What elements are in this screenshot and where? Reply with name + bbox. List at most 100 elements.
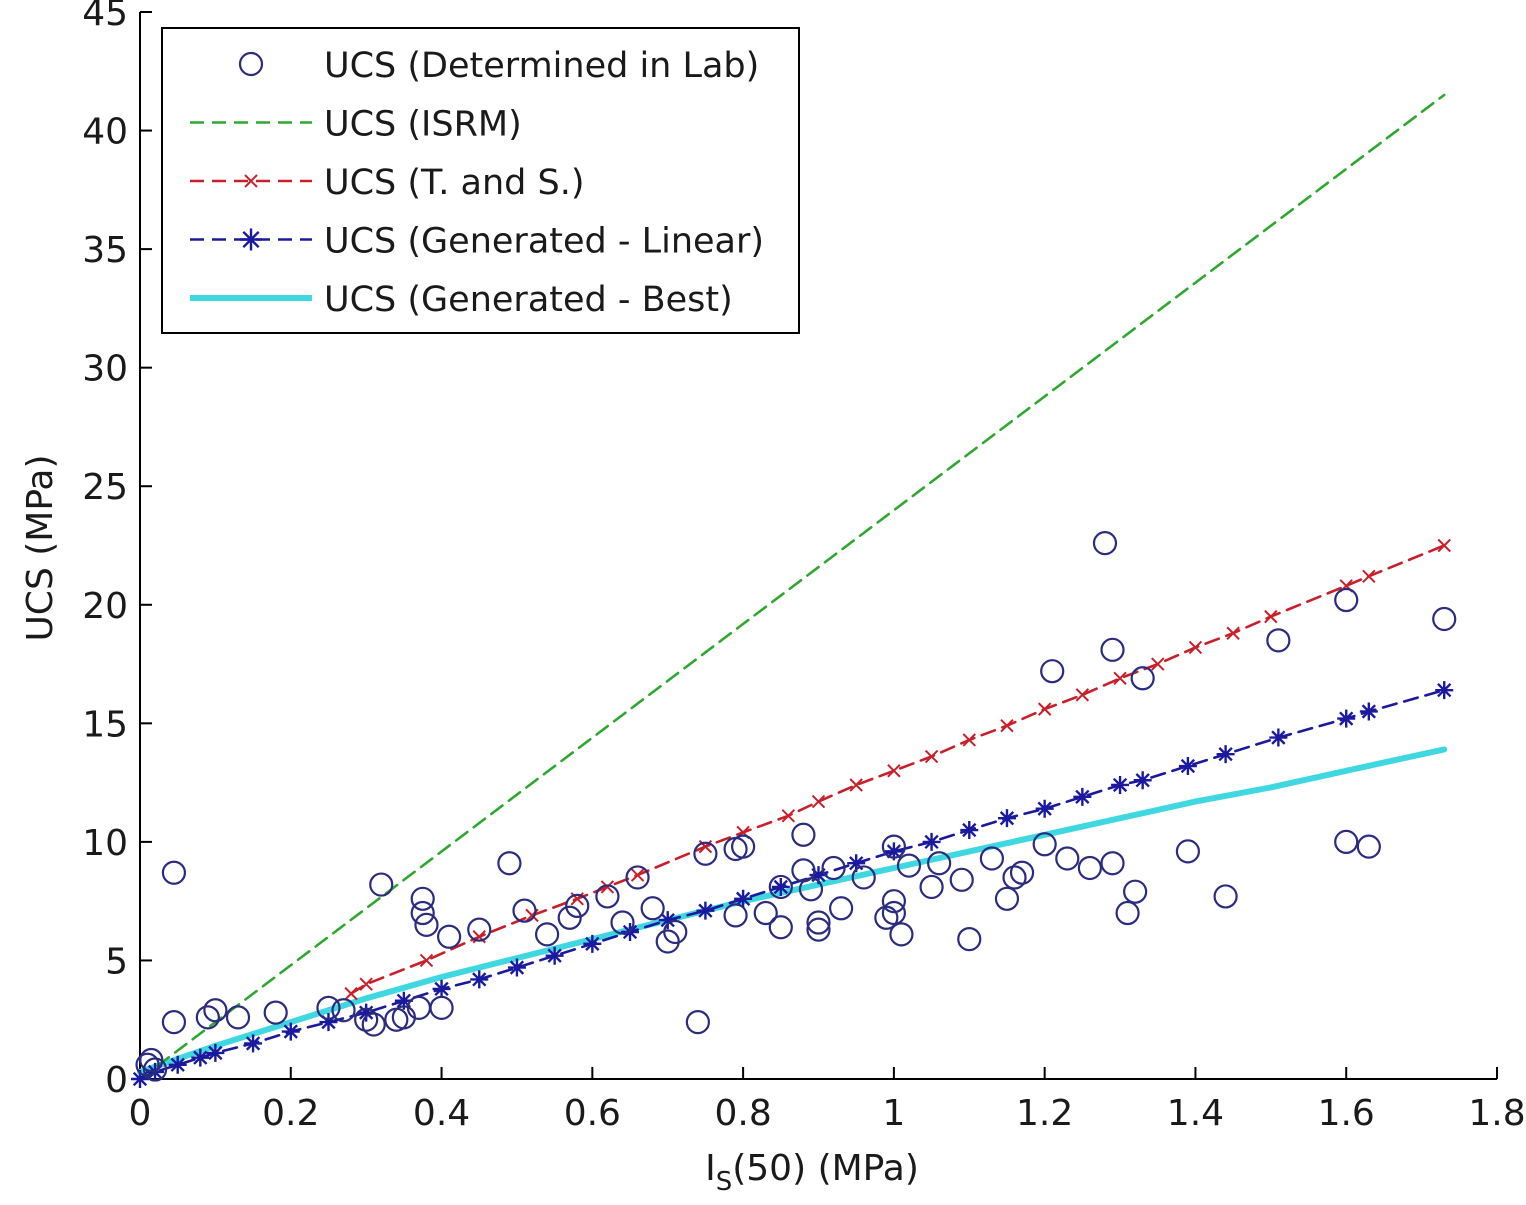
data-point [512,898,537,923]
data-point [625,865,650,890]
x-tick-label: 1.4 [1167,1093,1224,1134]
data-point [696,901,715,920]
data-point [1175,839,1201,864]
data-point [771,877,790,896]
data-point [1435,681,1454,700]
data-point [1188,640,1203,655]
data-point [829,896,854,921]
x-tick-label: 1 [882,1093,905,1134]
x-tick-label: 1.8 [1468,1093,1525,1134]
data-point [1226,626,1240,640]
series-line [349,544,1446,995]
data-point [1000,718,1014,733]
legend-label: UCS (ISRM) [324,105,522,145]
data-point [470,970,489,989]
data-point [497,851,522,876]
data-point [847,854,866,873]
data-point [1100,637,1125,662]
data-point [874,905,899,930]
data-point [630,868,645,882]
data-point [1037,702,1052,716]
data-point [768,874,793,900]
data-point [889,922,914,947]
x-axis-label-rest: (50) (MPa) [732,1148,919,1189]
data-point [263,1000,288,1025]
plot-area [131,93,1457,1088]
data-point [1334,587,1359,613]
data-point [1073,787,1092,806]
data-point [922,832,941,851]
data-point [962,733,976,747]
data-point [927,851,952,876]
data-point [394,991,413,1010]
data-point [753,900,778,926]
legend-label: UCS (Determined in Lab) [324,46,759,86]
legend-label: UCS (Generated - Linear) [324,222,764,262]
data-point [161,1009,187,1035]
x-tick-label: 0.8 [714,1093,771,1134]
data-point [1133,771,1152,790]
data-point [429,995,454,1020]
data-point [1035,799,1054,818]
legend-marker [240,228,262,251]
data-point [357,1003,376,1022]
data-point [640,896,665,921]
series-line [138,93,1446,1081]
data-point [359,977,373,991]
data-point [884,842,903,861]
data-point [534,922,560,947]
data-point [319,1013,338,1032]
data-point [1077,855,1103,881]
data-point [1055,846,1080,871]
data-point [1356,834,1381,859]
data-point [621,922,640,941]
data-point [919,874,944,900]
x-tick-label: 0.2 [262,1093,319,1134]
data-point [142,1057,168,1082]
data-point [1123,879,1148,904]
data-point [191,1048,210,1067]
data-point [1075,688,1090,702]
data-point [410,900,435,926]
data-point [994,886,1020,911]
data-point [161,860,187,885]
data-point [881,900,906,926]
data-point [1334,829,1359,854]
legend-entry: UCS (Determined in Lab) [238,46,759,86]
legend-entry: UCS (T. and S.) [190,163,585,203]
data-point [369,872,394,897]
legend-entry: UCS (ISRM) [190,105,522,145]
y-tick-label: 40 [82,112,128,153]
legend: UCS (Determined in Lab) UCS (ISRM) UCS (T.… [161,27,800,334]
data-point [344,986,358,1001]
x-tick-label: 0.6 [564,1093,621,1134]
data-point [809,866,828,885]
data-point [768,915,793,940]
data-point [432,979,451,998]
data-point [1337,709,1356,728]
y-tick-label: 5 [105,941,128,982]
y-tick-label: 10 [82,823,128,864]
data-point [1269,728,1288,747]
data-point [1111,775,1130,794]
data-point [316,995,341,1020]
data-point [806,917,831,942]
data-point [1264,609,1278,624]
data-point [1216,745,1235,764]
y-tick-label: 25 [82,467,128,508]
data-point [281,1022,300,1041]
data-point [436,924,462,949]
y-tick-label: 20 [82,586,128,627]
data-point [206,1043,225,1062]
x-tick-label: 0 [129,1093,152,1134]
legend-label: UCS (Generated - Best) [324,280,733,320]
data-point [806,910,831,935]
y-tick-label: 35 [82,230,128,271]
data-point [997,809,1016,828]
data-point [1432,606,1457,632]
data-point [583,934,602,953]
legend-label: UCS (T. and S.) [324,163,585,203]
data-point [467,917,492,942]
data-point [361,1012,386,1037]
data-point [1359,702,1378,721]
